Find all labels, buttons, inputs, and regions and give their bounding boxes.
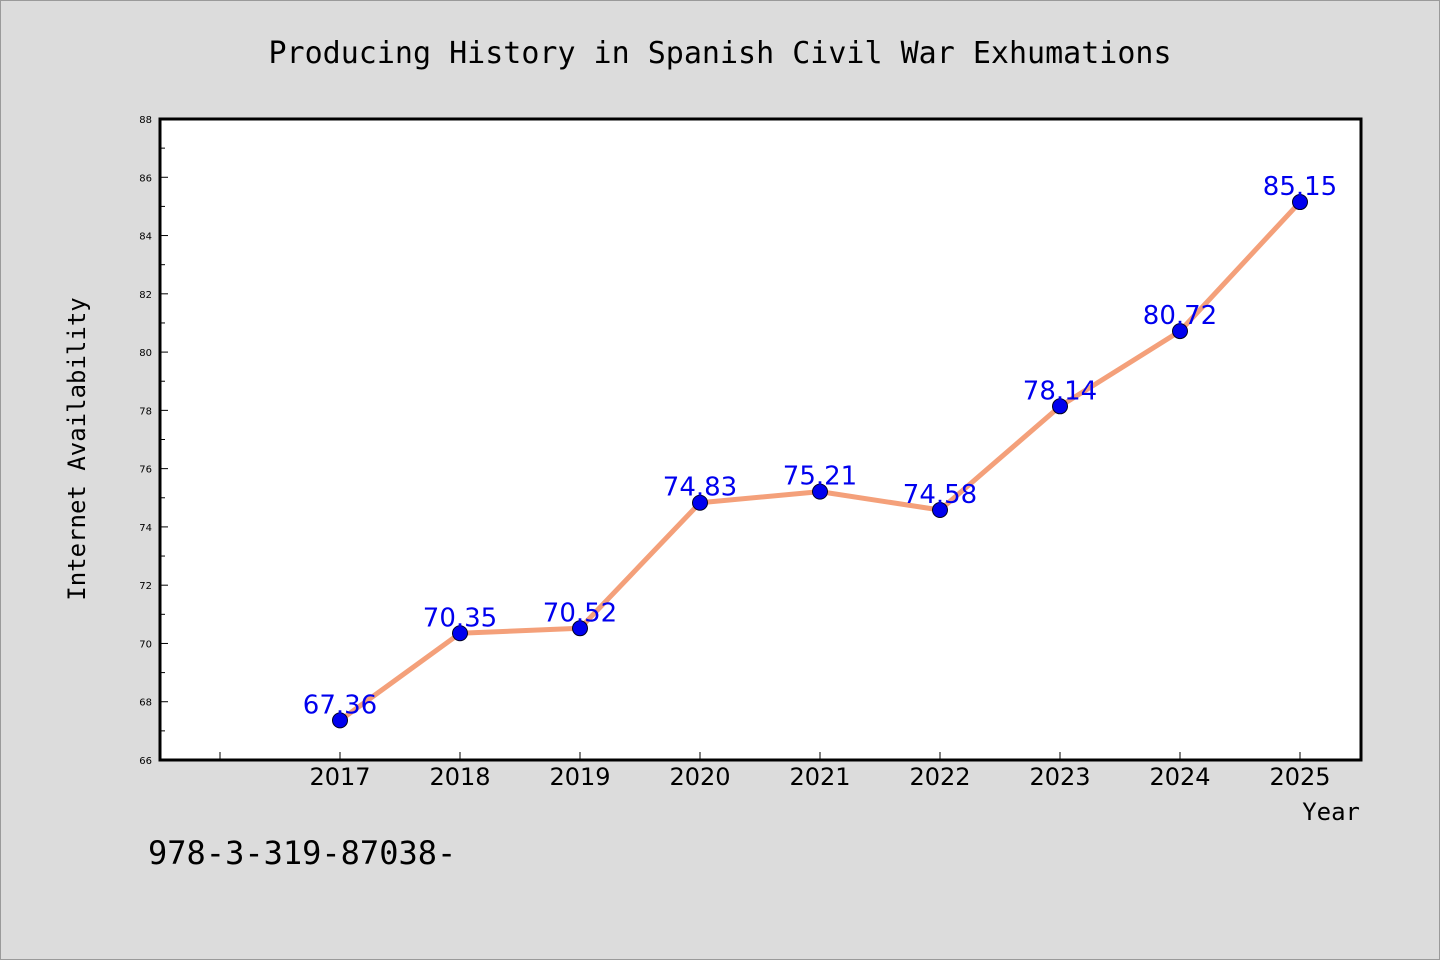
data-label: 85.15 — [1263, 172, 1337, 202]
x-axis-label: Year — [1302, 798, 1360, 826]
x-axis-ticks: 2017 2018 2019 2020 2021 2022 2023 2024 2025 — [219, 752, 1331, 791]
y-tick-label: 76 — [139, 465, 152, 476]
y-tick-label: 86 — [139, 173, 152, 184]
data-label: 80.72 — [1143, 301, 1217, 331]
x-tick-label: 2020 — [669, 763, 730, 791]
x-tick-label: 2022 — [909, 763, 970, 791]
y-tick-label: 72 — [139, 581, 152, 592]
data-point — [332, 712, 348, 729]
y-tick-label: 80 — [139, 348, 152, 359]
y-tick-label: 74 — [139, 523, 152, 534]
y-tick-label: 68 — [139, 698, 152, 709]
data-point — [572, 620, 588, 637]
plot-area — [158, 117, 1363, 762]
y-tick-label: 78 — [139, 406, 152, 417]
y-axis-ticks: 66 68 70 72 74 76 78 80 82 84 86 88 — [139, 115, 168, 767]
x-tick-label: 2018 — [429, 763, 490, 791]
data-markers — [332, 194, 1308, 729]
data-point — [932, 502, 948, 519]
data-label: 67.36 — [303, 690, 377, 720]
data-label: 70.52 — [543, 598, 617, 628]
data-label: 78.14 — [1023, 376, 1097, 406]
data-labels: 67.36 70.35 70.52 74.83 75.21 74.58 78.14 80.72… — [303, 172, 1337, 720]
x-tick-label: 2017 — [309, 763, 370, 791]
y-tick-label: 88 — [139, 115, 152, 126]
x-tick-label: 2024 — [1149, 763, 1210, 791]
y-axis-label: Internet Availability — [63, 297, 91, 600]
x-tick-label: 2025 — [1269, 763, 1330, 791]
data-point — [812, 483, 828, 500]
footer-isbn-text: 978-3-319-87038- — [148, 834, 456, 872]
data-label: 74.58 — [903, 480, 977, 510]
chart-title: Producing History in Spanish Civil War E… — [268, 36, 1171, 71]
data-label: 75.21 — [783, 462, 857, 492]
y-tick-label: 66 — [139, 756, 152, 767]
y-tick-label: 84 — [139, 232, 152, 243]
x-tick-label: 2019 — [549, 763, 610, 791]
data-point — [692, 494, 708, 511]
data-label: 74.83 — [663, 473, 737, 503]
x-tick-label: 2021 — [789, 763, 850, 791]
y-tick-label: 82 — [139, 290, 152, 301]
data-point — [452, 625, 468, 642]
y-tick-label: 70 — [139, 639, 152, 650]
x-tick-label: 2023 — [1029, 763, 1090, 791]
data-point — [1292, 194, 1308, 211]
data-label: 70.35 — [423, 603, 497, 633]
data-point — [1172, 323, 1188, 340]
data-point — [1052, 398, 1068, 415]
